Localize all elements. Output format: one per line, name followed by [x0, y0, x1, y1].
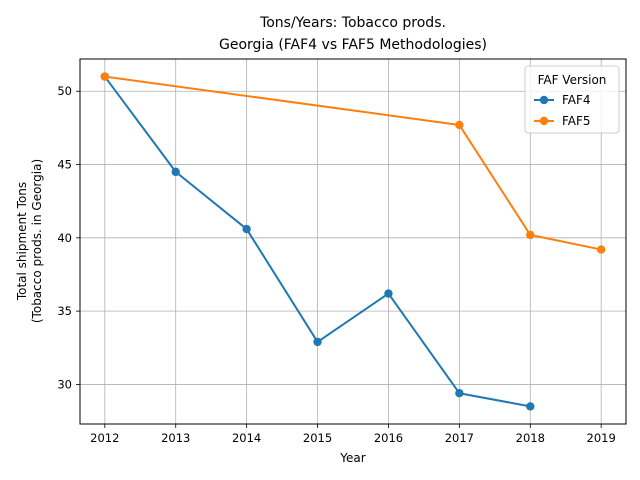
legend-marker	[539, 116, 549, 126]
data-point-faf4	[171, 167, 180, 177]
data-point-faf4	[313, 337, 322, 347]
chart-title-line1: Tons/Years: Tobacco prods.	[259, 15, 446, 31]
legend-entry-faf5: FAF5	[534, 114, 591, 128]
data-point-faf5	[596, 245, 606, 254]
legend-box	[524, 65, 620, 134]
legend-label: FAF5	[562, 114, 591, 128]
y-tick-label: 50	[57, 84, 72, 98]
y-axis-label-line2: (Tobacco prods. in Georgia)	[30, 159, 44, 323]
legend-marker	[539, 95, 549, 105]
plot-frame	[79, 58, 627, 425]
y-axis: 30 35 40 45 50	[57, 84, 80, 391]
legend-title: FAF Version	[538, 73, 607, 87]
data-point-faf4	[242, 224, 251, 234]
series-faf4	[100, 72, 535, 411]
x-tick-label: 2014	[232, 431, 261, 445]
series-faf5	[100, 72, 606, 254]
x-tick-label: 2016	[374, 431, 403, 445]
data-point-faf4	[384, 289, 393, 298]
data-point-faf5	[455, 120, 464, 130]
x-axis: 2012 2013 2014 2015 2016 2017 2018 2019	[90, 424, 616, 445]
y-tick-label: 30	[57, 377, 72, 391]
series-layer	[100, 72, 606, 411]
y-axis-label-line1: Total shipment Tons	[15, 182, 29, 301]
x-tick-label: 2019	[587, 431, 616, 445]
x-tick-label: 2013	[161, 431, 190, 445]
x-tick-label: 2012	[90, 431, 119, 445]
x-tick-label: 2017	[445, 431, 474, 445]
legend: FAF Version FAF4 FAF5	[524, 65, 620, 134]
data-point-faf5	[526, 230, 535, 240]
legend-label: FAF4	[562, 93, 591, 107]
x-tick-label: 2015	[303, 431, 332, 445]
data-point-faf4	[455, 389, 464, 398]
x-axis-label: Year	[339, 451, 365, 465]
legend-entry-faf4: FAF4	[534, 93, 591, 107]
series-line-faf5	[104, 75, 602, 251]
y-tick-label: 45	[57, 158, 72, 172]
y-tick-label: 35	[57, 304, 72, 318]
y-tick-label: 40	[57, 231, 72, 245]
data-point-faf5	[100, 72, 110, 81]
chart-title-line2: Georgia (FAF4 vs FAF5 Methodologies)	[219, 37, 487, 53]
x-tick-label: 2018	[516, 431, 545, 445]
data-point-faf4	[526, 402, 535, 411]
